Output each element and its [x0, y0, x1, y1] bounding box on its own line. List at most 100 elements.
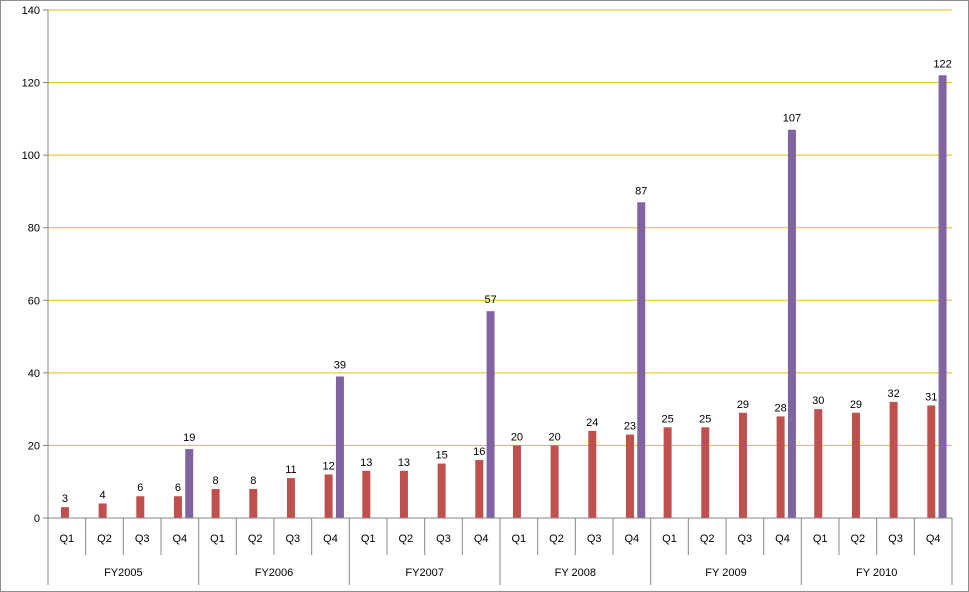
y-tick-label: 0: [34, 513, 40, 525]
data-label: 23: [624, 421, 636, 433]
x-tick-label: Q2: [97, 533, 112, 545]
x-tick-label: Q4: [926, 533, 941, 545]
data-label: 19: [183, 432, 195, 444]
x-tick-label: Q2: [850, 533, 865, 545]
x-tick-label: Q1: [511, 533, 526, 545]
x-tick-label: Q3: [436, 533, 451, 545]
data-label: 12: [322, 460, 334, 472]
data-label: 25: [661, 413, 673, 425]
x-tick-label: Q1: [210, 533, 225, 545]
x-tick-label: Q3: [285, 533, 300, 545]
y-tick-label: 120: [22, 78, 40, 90]
data-label: 57: [484, 294, 496, 306]
data-label: 20: [511, 431, 523, 443]
data-label: 31: [925, 392, 937, 404]
y-tick-label: 60: [28, 295, 40, 307]
bar-quarterly: [399, 470, 408, 518]
bar-quarterly: [249, 488, 258, 518]
data-label: 24: [586, 417, 598, 429]
bar-cumulative: [938, 75, 947, 519]
bar-quarterly: [475, 459, 484, 518]
bar-quarterly: [625, 434, 634, 518]
data-label: 13: [360, 457, 372, 469]
data-label: 20: [548, 431, 560, 443]
x-group-label: FY2007: [405, 567, 444, 579]
bars: [60, 75, 947, 519]
data-label: 3: [62, 493, 68, 505]
bar-cumulative: [787, 129, 796, 518]
bar-quarterly: [60, 507, 69, 518]
data-label: 39: [334, 359, 346, 371]
x-axis: Q1 Q2 Q3 Q4 FY2005 Q1 Q2 Q3 Q4 FY2006 Q1 Q2 Q3 Q4 FY20…: [47, 517, 953, 585]
x-tick-label: Q2: [549, 533, 564, 545]
data-label: 13: [398, 457, 410, 469]
x-group-label: FY2005: [104, 567, 143, 579]
x-tick-label: Q3: [587, 533, 602, 545]
x-tick-label: Q3: [135, 533, 150, 545]
bar-quarterly: [512, 445, 521, 518]
bar-quarterly: [136, 496, 145, 518]
bar-quarterly: [889, 401, 898, 518]
data-label: 32: [887, 388, 899, 400]
x-tick-label: Q4: [172, 533, 187, 545]
bar-quarterly: [437, 463, 446, 518]
x-tick-label: Q2: [398, 533, 413, 545]
bar-quarterly: [324, 474, 333, 518]
bar-quarterly: [588, 430, 597, 518]
bar-quarterly: [851, 412, 860, 518]
x-tick-label: Q3: [737, 533, 752, 545]
x-group-label: FY2006: [255, 567, 294, 579]
x-tick-label: Q4: [323, 533, 338, 545]
x-tick-label: Q1: [662, 533, 677, 545]
x-tick-label: Q3: [888, 533, 903, 545]
x-tick-label: Q1: [361, 533, 376, 545]
y-tick-label: 20: [28, 440, 40, 452]
bar-quarterly: [814, 409, 823, 518]
y-tick-label: 140: [22, 5, 40, 17]
bar-quarterly: [776, 416, 785, 518]
bar-quarterly: [738, 412, 747, 518]
x-tick-label: Q4: [474, 533, 489, 545]
bar-quarterly: [550, 445, 559, 518]
data-label: 29: [737, 399, 749, 411]
bar-cumulative: [335, 376, 344, 518]
bar-quarterly: [927, 405, 936, 518]
bar-cumulative: [637, 202, 646, 519]
data-label: 4: [100, 489, 106, 501]
data-label: 30: [812, 395, 824, 407]
data-label: 15: [435, 450, 447, 462]
bar-quarterly: [701, 427, 710, 518]
data-label: 11: [285, 464, 296, 476]
data-label: 107: [783, 113, 801, 125]
bar-quarterly: [663, 427, 672, 518]
data-label: 29: [850, 399, 862, 411]
data-label: 6: [137, 482, 143, 494]
x-tick-label: Q2: [248, 533, 263, 545]
bar-quarterly: [286, 478, 295, 518]
bar-quarterly: [98, 503, 107, 518]
bar-quarterly: [173, 496, 182, 518]
bar-quarterly: [362, 470, 371, 518]
x-group-label: FY 2008: [555, 567, 596, 579]
x-group-label: FY 2009: [705, 567, 746, 579]
data-label: 6: [175, 482, 181, 494]
x-tick-label: Q2: [700, 533, 715, 545]
x-tick-label: Q1: [813, 533, 828, 545]
data-label: 28: [774, 402, 786, 414]
data-label: 87: [635, 185, 647, 197]
data-label: 122: [933, 58, 951, 70]
y-tick-label: 40: [28, 368, 40, 380]
x-tick-label: Q4: [775, 533, 790, 545]
x-group-label: FY 2010: [856, 567, 897, 579]
data-label: 8: [213, 475, 219, 487]
x-tick-label: Q4: [624, 533, 639, 545]
y-axis: 0 20 40 60 80 100 120 140: [22, 5, 49, 525]
bar-cumulative: [486, 311, 495, 518]
gridlines: [48, 9, 952, 446]
y-tick-label: 80: [28, 223, 40, 235]
bar-cumulative: [185, 449, 194, 518]
data-label: 16: [473, 446, 485, 458]
data-label: 25: [699, 413, 711, 425]
